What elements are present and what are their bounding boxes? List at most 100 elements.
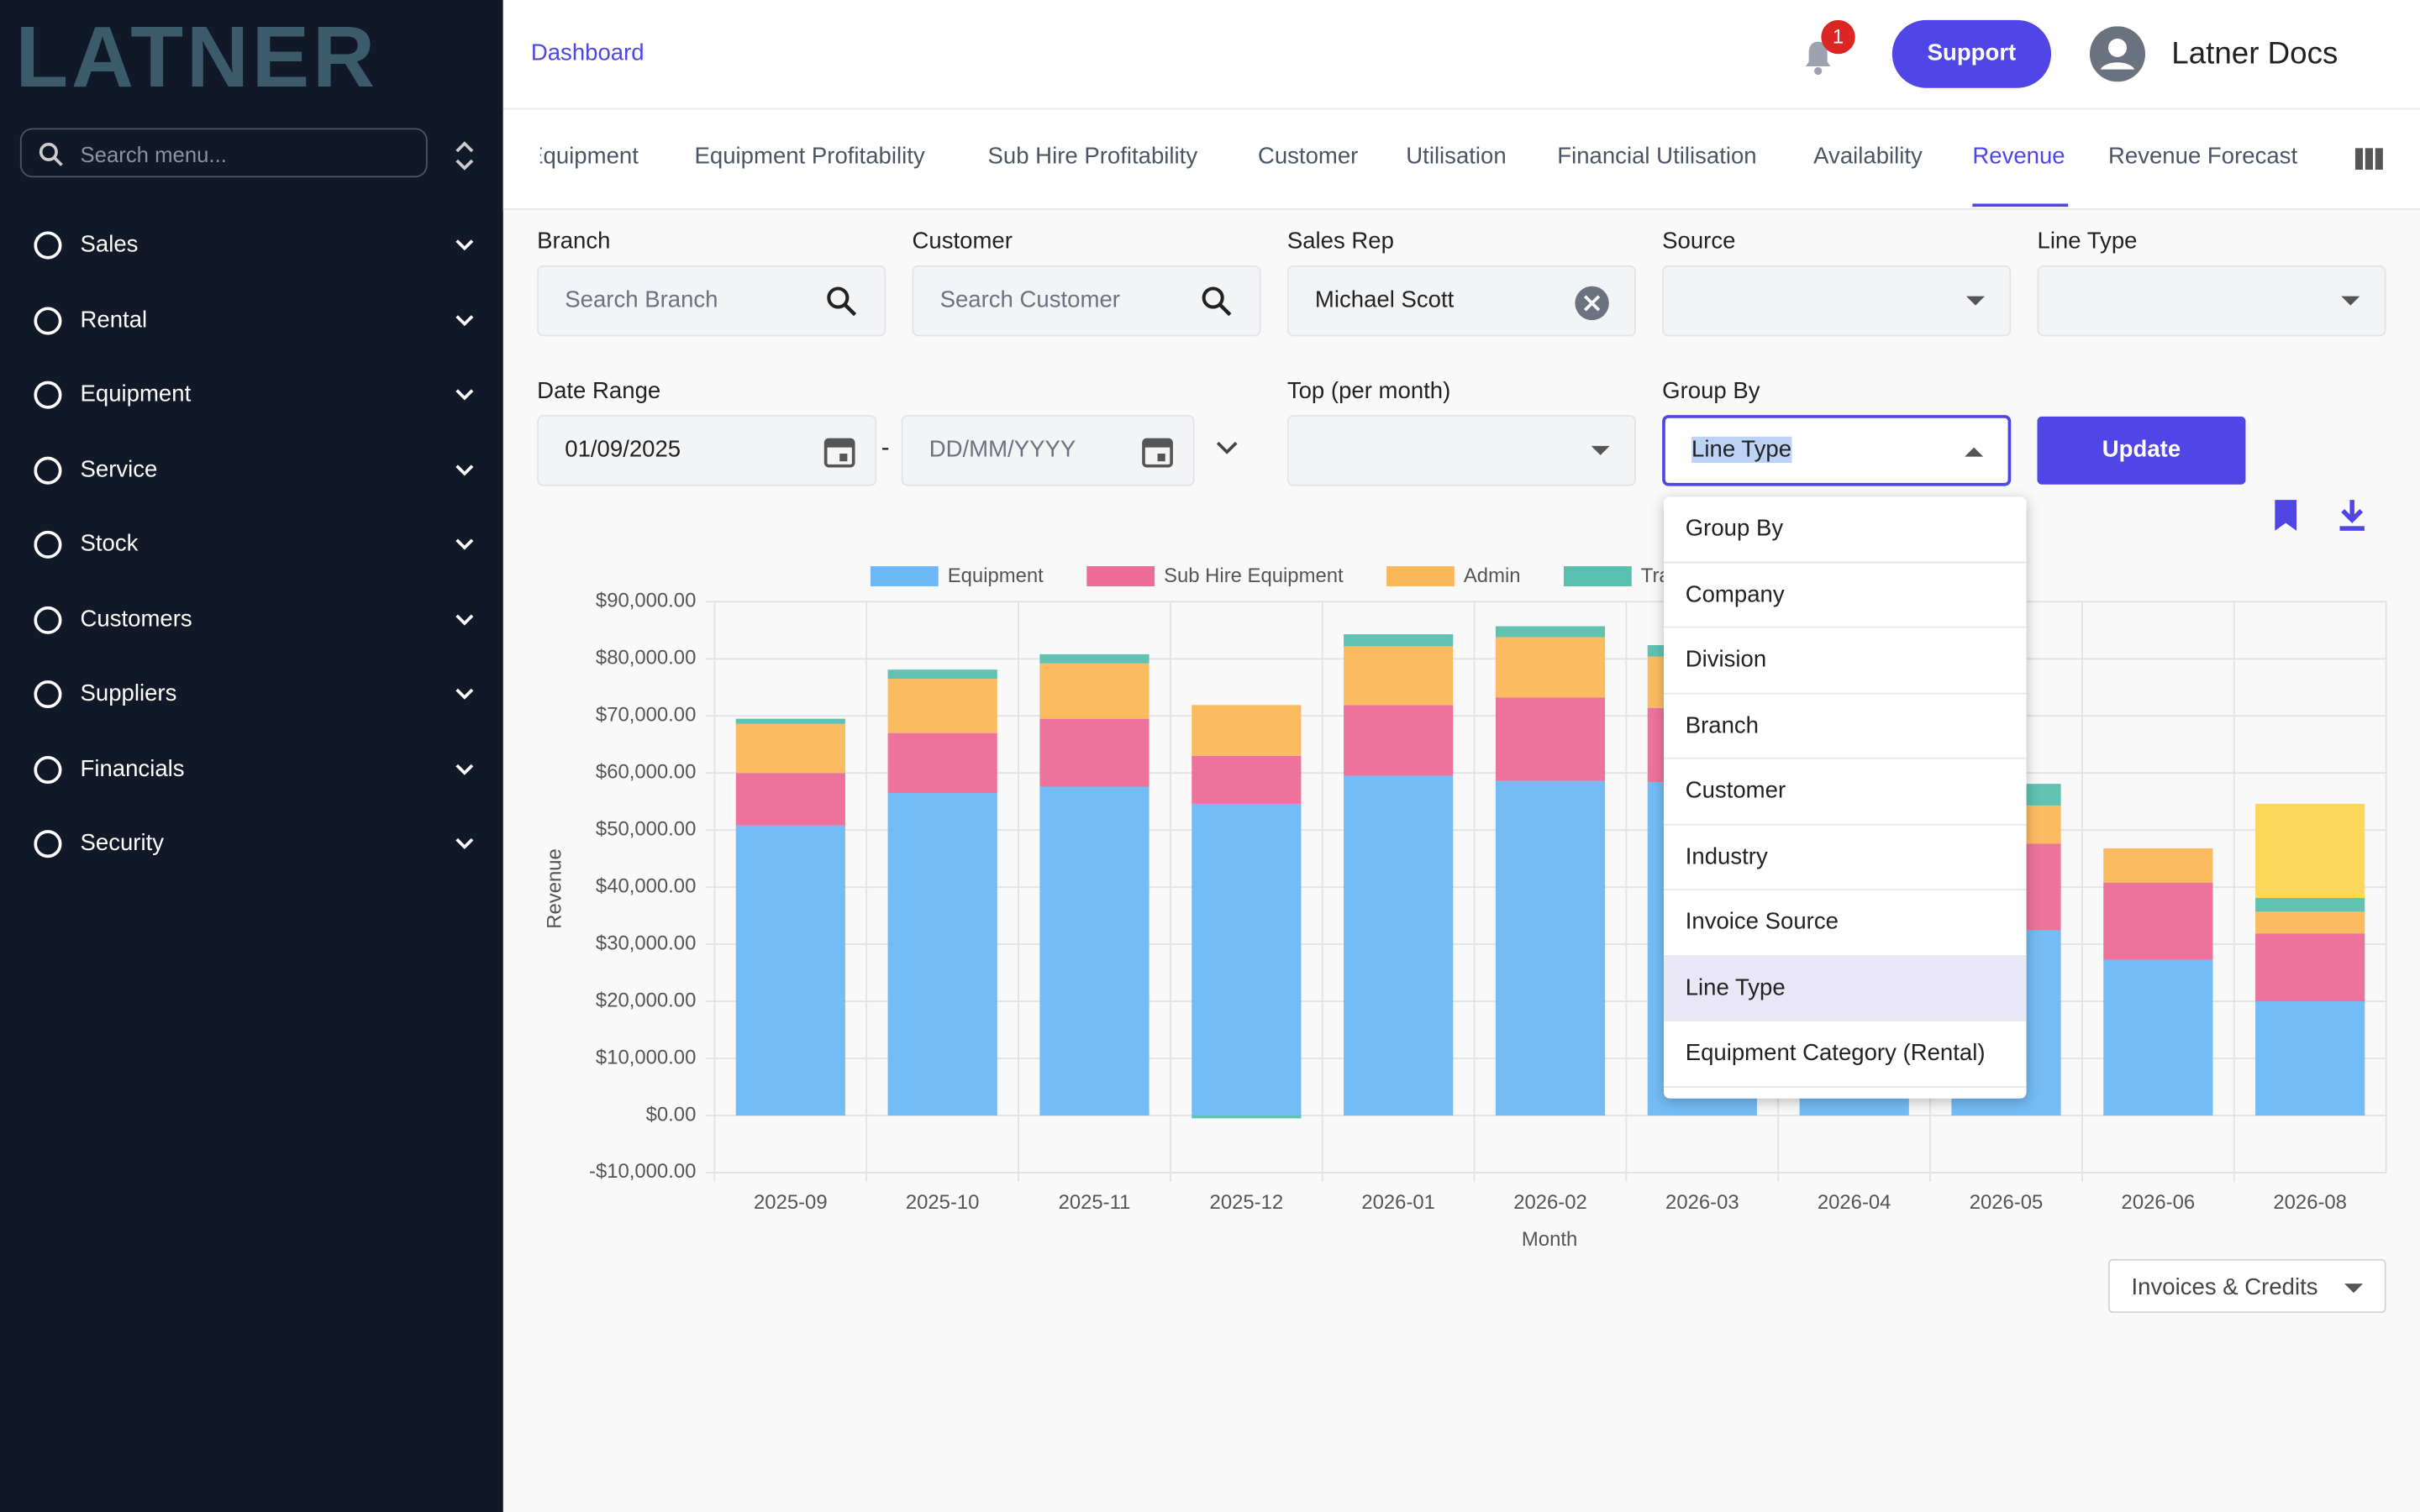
tab-strip: Equipment Equipment Profitability Sub Hi…	[540, 109, 2361, 208]
line-type-select[interactable]	[2037, 265, 2386, 337]
chevron-shape	[455, 688, 474, 700]
date-from[interactable]: 01/09/2025	[537, 415, 877, 486]
clear-icon[interactable]	[1574, 286, 1609, 321]
dropdown-option[interactable]: Invoice Source	[1664, 890, 2027, 956]
y-tick-label: $60,000.00	[596, 761, 696, 784]
label: Customer	[912, 228, 1013, 255]
y-tick-label: -$10,000.00	[589, 1160, 696, 1183]
bar-segment	[1192, 705, 1302, 756]
y-tick-label: $40,000.00	[596, 874, 696, 897]
tab-underline	[1972, 203, 2069, 207]
dropdown-option[interactable]: Company	[1664, 562, 2027, 628]
menu-item[interactable]: Equipment	[31, 372, 479, 418]
bar-segment	[1192, 803, 1302, 1116]
bar-segment	[2103, 959, 2213, 1116]
tab[interactable]: Equipment Profitability	[694, 143, 925, 171]
top-select[interactable]	[1286, 415, 1636, 486]
caret	[1965, 447, 1984, 457]
bookmark-icon[interactable]	[2272, 498, 2300, 532]
menu-item[interactable]: Suppliers	[31, 671, 479, 717]
label: Sales Rep	[1286, 228, 1394, 255]
bar-segment	[887, 792, 997, 1116]
menu-icon	[34, 830, 62, 858]
date-to[interactable]: DD/MM/YYYY	[901, 415, 1195, 486]
invoices-select[interactable]: Invoices & Credits	[2107, 1258, 2386, 1314]
bar-segment	[1192, 755, 1302, 804]
legend-label: Admin	[1464, 564, 1521, 587]
chevron	[455, 613, 474, 625]
menu-icon	[34, 605, 62, 633]
x-tick-label: 2025-11	[1059, 1191, 1131, 1214]
group-by-select[interactable]: Line Type	[1662, 415, 2012, 486]
legend-label: Sub Hire Equipment	[1164, 564, 1344, 587]
menu-item[interactable]: Stock	[31, 522, 479, 568]
breadcrumb[interactable]: Dashboard	[530, 39, 644, 66]
dropdown-option[interactable]: Group By	[1664, 496, 2027, 563]
tab[interactable]: Equipment	[540, 143, 639, 171]
legend-label: Equipment	[948, 564, 1044, 587]
x-axis-title: Month	[1522, 1228, 1577, 1251]
legend-swatch	[870, 566, 939, 586]
chevron-shape	[455, 837, 474, 849]
dropdown-option[interactable]: Equipment Category (Rental)	[1664, 1021, 2027, 1087]
chevron-shape	[455, 314, 474, 326]
bar-segment	[1344, 646, 1454, 706]
menu-item[interactable]: Security	[31, 821, 479, 867]
tab[interactable]: Customer	[1257, 143, 1359, 171]
dropdown-option[interactable]: Customer	[1664, 759, 2027, 825]
dropdown-option[interactable]: Branch	[1664, 694, 2027, 759]
tab[interactable]: Availability	[1813, 143, 1923, 171]
chevron	[455, 464, 474, 475]
bar-segment	[2255, 933, 2365, 1002]
bar-segment	[1039, 718, 1150, 787]
menu-icon	[34, 455, 62, 484]
menu-item[interactable]: Sales	[31, 222, 479, 268]
collapse-icon[interactable]	[452, 139, 476, 172]
dropdown-option[interactable]: Industry	[1664, 825, 2027, 890]
calendar-icon[interactable]	[1140, 433, 1174, 468]
tab[interactable]: Financial Utilisation	[1557, 143, 1757, 171]
label: Branch	[537, 228, 611, 255]
menu-icon	[34, 755, 62, 784]
bar-segment	[887, 732, 997, 793]
x-tick-label: 2026-05	[1970, 1191, 2044, 1214]
bar-segment	[887, 679, 997, 733]
menu-item[interactable]: Financials	[31, 746, 479, 792]
columns-icon[interactable]	[2354, 146, 2383, 171]
user-name[interactable]: Latner Docs	[2171, 37, 2338, 71]
caret	[2344, 1284, 2364, 1294]
menu-item[interactable]: Customers	[31, 596, 479, 643]
chevron	[455, 837, 474, 849]
chevron-shape	[455, 464, 474, 475]
notification-badge: 1	[1821, 19, 1855, 55]
bar-segment	[1344, 634, 1454, 647]
source-select[interactable]	[1662, 265, 2012, 337]
search-icon	[827, 286, 857, 317]
tab[interactable]: Sub Hire Profitability	[987, 143, 1198, 171]
menu-icon	[34, 680, 62, 709]
bar-segment	[2255, 911, 2365, 934]
download-icon[interactable]	[2337, 498, 2368, 532]
menu-icon	[34, 231, 62, 260]
tab[interactable]: Revenue Forecast	[2107, 143, 2298, 171]
avatar[interactable]	[2089, 26, 2146, 82]
calendar-icon[interactable]	[823, 433, 856, 468]
update-button[interactable]: Update	[2037, 416, 2246, 485]
chevron	[455, 314, 474, 326]
expand-icon[interactable]	[1215, 438, 1239, 457]
x-tick-label: 2026-01	[1361, 1191, 1435, 1214]
menu-icon	[34, 530, 62, 559]
menu-item[interactable]: Service	[31, 447, 479, 493]
y-tick-label: $70,000.00	[596, 704, 696, 727]
tab-active[interactable]: Revenue	[1972, 143, 2065, 171]
icon-shape	[34, 455, 62, 484]
tab[interactable]: Utilisation	[1406, 143, 1507, 171]
support-button[interactable]: Support	[1891, 19, 2052, 88]
dropdown-option[interactable]: Line Type	[1664, 955, 2027, 1021]
menu-item[interactable]: Rental	[31, 297, 479, 344]
menu-search[interactable]: Search menu...	[19, 128, 428, 178]
group-by-value: Line Type	[1691, 436, 1792, 464]
y-tick-label: $0.00	[646, 1103, 697, 1126]
dropdown-option[interactable]: Division	[1664, 628, 2027, 694]
